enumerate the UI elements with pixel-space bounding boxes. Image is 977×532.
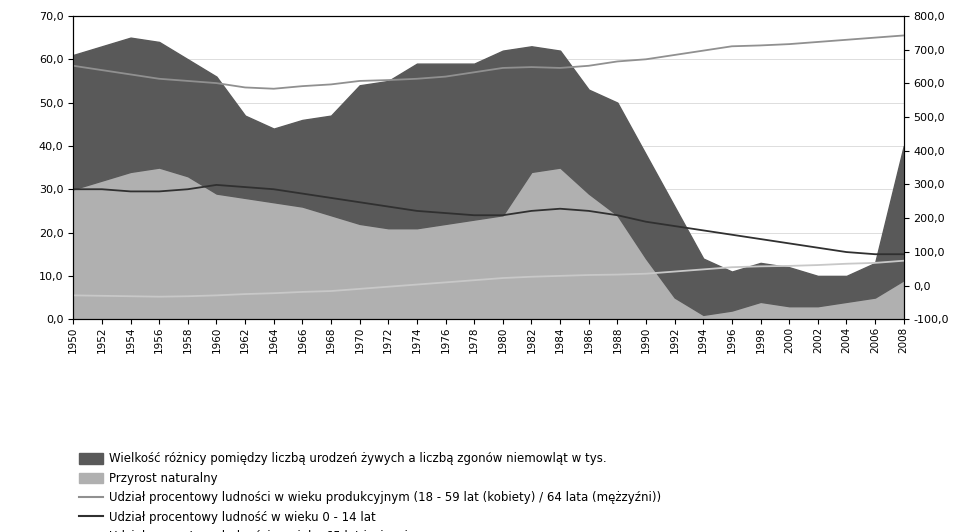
Legend: Wielkość różnicy pomiędzy liczbą urodzeń żywych a liczbą zgonów niemowląt w tys.: Wielkość różnicy pomiędzy liczbą urodzeń… [79,452,660,532]
